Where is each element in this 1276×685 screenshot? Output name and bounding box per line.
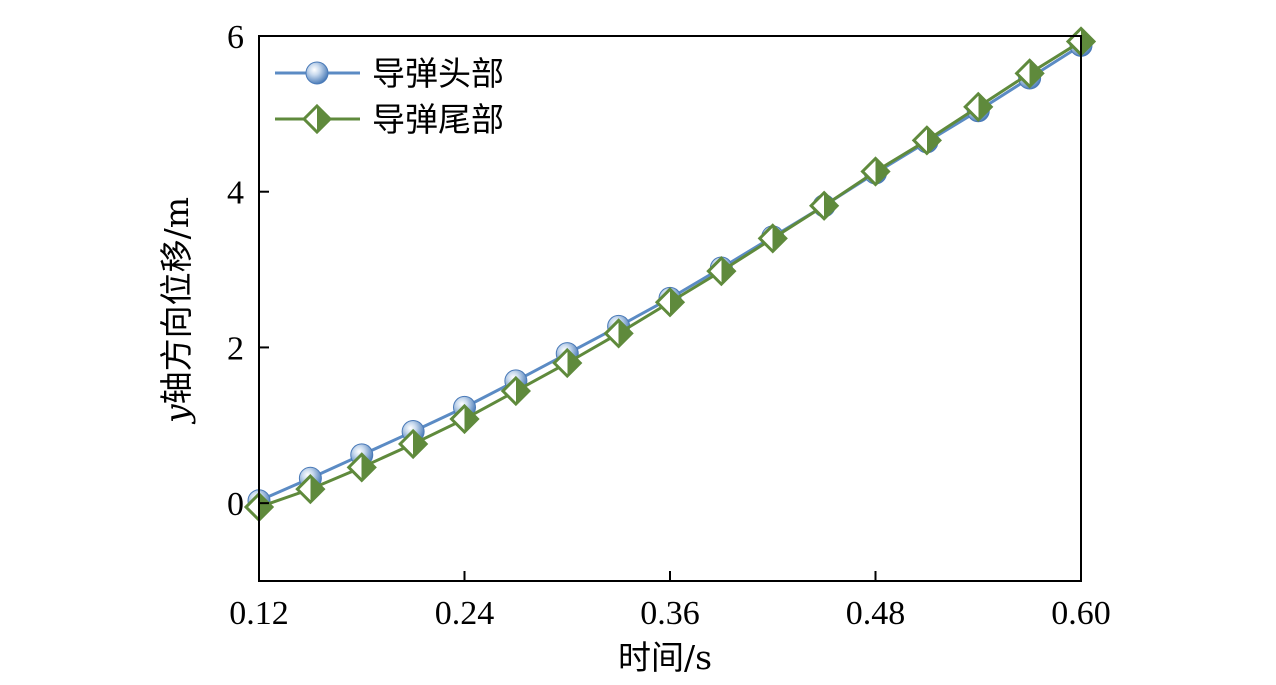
legend-marker: [305, 61, 329, 85]
data-point: [500, 375, 531, 407]
data-point: [346, 452, 377, 483]
data-point: [603, 318, 634, 349]
y-tick-label: 4: [227, 175, 244, 212]
data-point: [757, 223, 788, 254]
data-point: [654, 287, 686, 318]
data-point: [706, 256, 737, 287]
data-point: [860, 156, 891, 187]
data-point: [1014, 58, 1045, 89]
y-axis-title-rest: 轴方向位移/m: [157, 197, 196, 404]
axes-layer: 0.12 0.24 0.36 0.48 0.60 0 2 4 6: [227, 19, 1111, 632]
legend-marker: [301, 103, 333, 135]
y-tick-label: 6: [227, 19, 244, 56]
x-tick-label: 0.60: [1051, 595, 1111, 632]
x-axis-title: 时间/s: [618, 638, 712, 677]
data-point: [552, 347, 583, 379]
series-layer: [243, 26, 1097, 523]
data-point: [449, 403, 480, 435]
data-point: [809, 190, 840, 221]
series-2: [243, 26, 1097, 523]
legend-label: 导弹头部: [372, 54, 504, 93]
data-point: [963, 91, 994, 122]
data-point: [911, 125, 942, 156]
data-point: [295, 474, 326, 505]
x-tick-label: 0.24: [435, 595, 495, 632]
y-axis-title-variable: y: [157, 404, 196, 425]
legend-label: 导弹尾部: [372, 100, 504, 139]
data-point: [398, 428, 429, 460]
y-tick-label: 0: [227, 486, 244, 523]
x-tick-label: 0.12: [229, 595, 289, 632]
x-tick-label: 0.48: [846, 595, 906, 632]
x-tick-label: 0.36: [640, 595, 700, 632]
y-tick-label: 2: [227, 330, 244, 367]
y-axis-title: y轴方向位移/m: [157, 197, 196, 425]
